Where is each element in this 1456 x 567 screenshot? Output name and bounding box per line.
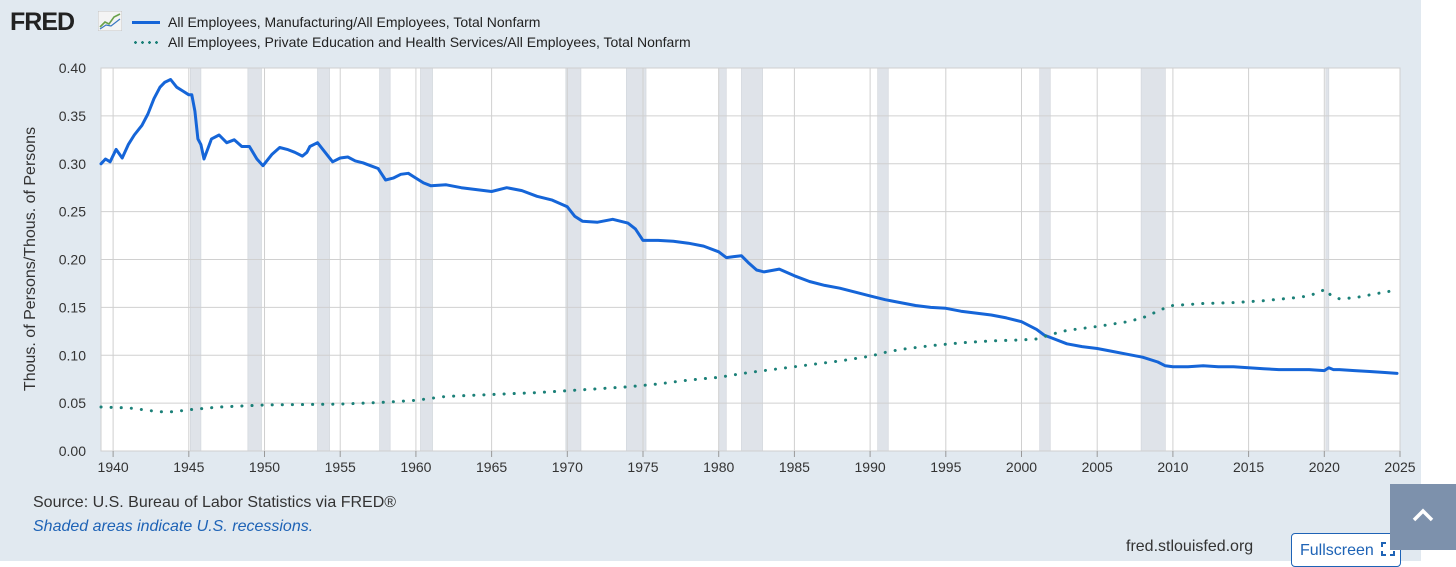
axis-ticks: 0.40 0.35 0.30 0.25 0.20 0.15 0.10 0.05 0.00 1940… [59, 60, 1416, 475]
x-tick-label: 2015 [1233, 459, 1264, 475]
plot-border [100, 67, 1401, 452]
x-tick-label: 1940 [98, 459, 129, 475]
x-tick-label: 1955 [325, 459, 356, 475]
y-tick-label: 0.30 [59, 156, 86, 172]
series-line-manufacturing[interactable] [99, 78, 1399, 375]
y-axis-label: Thous. of Persons/Thous. of Persons [22, 127, 39, 391]
x-tick-label: 2010 [1157, 459, 1188, 475]
fullscreen-button[interactable]: Fullscreen [1291, 533, 1401, 567]
x-tick-label: 1950 [249, 459, 280, 475]
y-tick-label: 0.15 [59, 299, 86, 315]
legend-item-manufacturing[interactable]: All Employees, Manufacturing/All Employe… [132, 12, 691, 32]
x-tick-label: 1985 [779, 459, 810, 475]
x-tick-label: 1970 [552, 459, 583, 475]
legend-label: All Employees, Manufacturing/All Employe… [168, 14, 541, 30]
x-tick-label: 1995 [930, 459, 961, 475]
source-text: Source: U.S. Bureau of Labor Statistics … [33, 494, 397, 511]
x-tick-label: 1990 [855, 459, 886, 475]
y-tick-label: 0.05 [59, 395, 86, 411]
logo-graph-icon [98, 11, 122, 31]
y-tick-label: 0.20 [59, 252, 86, 268]
site-url[interactable]: fred.stlouisfed.org [1126, 538, 1254, 555]
x-tick-label: 2025 [1384, 459, 1415, 475]
fullscreen-label: Fullscreen [1300, 542, 1374, 559]
page-margin [1421, 0, 1456, 561]
x-tick-label: 2005 [1082, 459, 1113, 475]
grid-lines [100, 67, 1401, 452]
series-line-education-health[interactable] [99, 287, 1399, 414]
y-tick-label: 0.35 [59, 108, 86, 124]
y-tick-label: 0.00 [59, 443, 86, 459]
legend-swatch-solid [132, 20, 160, 24]
legend-swatch-dotted [132, 40, 160, 44]
chart-legend: All Employees, Manufacturing/All Employe… [132, 12, 691, 52]
chevron-up-icon [1412, 508, 1434, 522]
recession-note: Shaded areas indicate U.S. recessions. [33, 518, 314, 535]
x-tick-label: 1980 [703, 459, 734, 475]
x-tick-label: 2000 [1006, 459, 1037, 475]
y-tick-label: 0.25 [59, 204, 86, 220]
scroll-to-top-button[interactable] [1390, 484, 1456, 550]
x-tick-label: 2020 [1309, 459, 1340, 475]
series-lines [99, 78, 1399, 414]
legend-item-education-health[interactable]: All Employees, Private Education and Hea… [132, 32, 691, 52]
legend-label: All Employees, Private Education and Hea… [168, 34, 691, 50]
fred-logo[interactable]: FRED [10, 8, 75, 36]
x-tick-label: 1965 [476, 459, 507, 475]
x-tick-label: 1945 [173, 459, 204, 475]
y-tick-label: 0.10 [59, 347, 86, 363]
x-tick-label: 1960 [400, 459, 431, 475]
x-tick-label: 1975 [627, 459, 658, 475]
line-chart: 0.40 0.35 0.30 0.25 0.20 0.15 0.10 0.05 0.00 1940… [22, 60, 1416, 475]
y-tick-label: 0.40 [59, 60, 86, 76]
